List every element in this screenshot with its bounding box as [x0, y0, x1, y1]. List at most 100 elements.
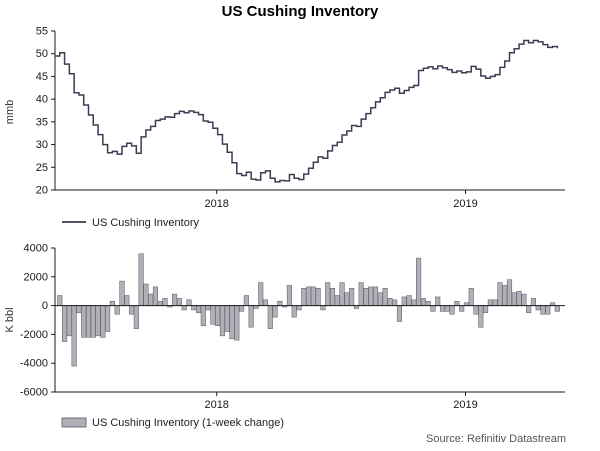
- change-bar: [100, 305, 106, 338]
- change-bar: [301, 288, 307, 306]
- change-bar: [224, 305, 230, 332]
- top-legend: US Cushing Inventory: [62, 217, 199, 229]
- bottom-legend-label: US Cushing Inventory (1-week change): [92, 417, 284, 429]
- y-tick-label: 0: [42, 300, 48, 312]
- change-bar: [81, 305, 87, 338]
- change-bar: [258, 282, 264, 306]
- change-bar: [526, 305, 532, 314]
- change-bar: [85, 305, 92, 338]
- change-bar: [315, 288, 321, 306]
- change-bar: [296, 305, 302, 311]
- y-tick-label: -6000: [20, 387, 48, 399]
- change-bar: [66, 305, 72, 337]
- change-bar: [195, 305, 202, 314]
- change-bar: [277, 301, 283, 306]
- x-tick-label: 2019: [453, 399, 477, 411]
- change-bar: [248, 305, 254, 328]
- y-tick-label: -2000: [20, 329, 48, 341]
- x-tick-label: 2018: [204, 399, 228, 411]
- change-bar: [57, 295, 63, 306]
- change-bar: [344, 292, 350, 306]
- change-bar: [540, 305, 546, 315]
- source-note: Source: Refinitiv Datastream: [426, 433, 566, 445]
- change-bar: [554, 305, 560, 312]
- change-bar: [473, 305, 479, 315]
- change-bar: [148, 293, 154, 306]
- change-bar: [114, 305, 120, 315]
- change-bar: [119, 280, 125, 306]
- change-bar: [444, 305, 450, 312]
- top-legend-label: US Cushing Inventory: [92, 217, 199, 229]
- change-bar: [95, 305, 101, 337]
- change-bar: [172, 293, 178, 306]
- change-bar: [459, 305, 465, 312]
- change-bar: [105, 305, 111, 332]
- y-tick-label: 55: [36, 26, 48, 38]
- change-bar: [396, 305, 402, 322]
- change-bar: [368, 286, 374, 306]
- chart-title: US Cushing Inventory: [222, 3, 379, 20]
- change-bar: [215, 305, 221, 327]
- change-bar: [535, 305, 541, 311]
- change-bar: [435, 296, 441, 306]
- change-bar: [325, 282, 331, 306]
- change-bar-series: [55, 253, 565, 367]
- change-bar: [387, 298, 393, 306]
- y-tick-label: 40: [36, 94, 48, 106]
- change-bar: [425, 301, 431, 306]
- y-tick-label: 30: [36, 139, 48, 151]
- change-bar: [162, 298, 168, 306]
- x-tick-label: 2019: [453, 198, 477, 210]
- change-bar: [138, 253, 144, 306]
- change-bar: [449, 305, 455, 315]
- bottom-legend-bar-swatch: [61, 417, 87, 428]
- change-bar: [334, 295, 340, 306]
- y-tick-label: 25: [36, 162, 48, 174]
- change-bar: [439, 305, 446, 312]
- y-tick-label: 45: [36, 71, 48, 83]
- change-bar: [420, 298, 426, 306]
- change-bar: [497, 282, 503, 306]
- change-bar: [76, 305, 82, 314]
- y-tick-label: 4000: [24, 243, 48, 255]
- top-axes: 20 25 30 35 40 45 50 55 2018 2019: [36, 26, 565, 210]
- change-bar: [545, 305, 551, 315]
- change-bar: [210, 305, 216, 325]
- change-bar: [262, 299, 269, 306]
- change-bar: [382, 288, 388, 306]
- change-bar: [430, 305, 436, 312]
- change-bar: [416, 257, 422, 306]
- change-bar: [200, 305, 206, 327]
- y-tick-label: -4000: [20, 358, 48, 370]
- change-bar: [483, 305, 489, 314]
- change-bar: [176, 298, 182, 306]
- change-bar: [358, 282, 364, 306]
- change-bar: [243, 295, 249, 306]
- change-bar: [133, 305, 139, 329]
- y-tick-label: 20: [36, 185, 48, 197]
- change-bar: [191, 305, 197, 311]
- change-bar: [506, 279, 513, 306]
- change-bar: [62, 305, 68, 342]
- change-bar: [363, 288, 369, 306]
- change-bar: [530, 298, 536, 306]
- change-bar: [71, 305, 77, 367]
- change-bar: [478, 305, 484, 328]
- change-bar: [339, 282, 345, 306]
- change-bar: [487, 299, 493, 306]
- change-bar: [320, 305, 326, 311]
- bottom-y-axis-label: K bbl: [4, 307, 16, 332]
- change-bar: [219, 305, 225, 337]
- bottom-axes: -6000 -4000 -2000 0 2000 4000 2018 2019: [20, 243, 565, 411]
- y-tick-label: 50: [36, 48, 48, 60]
- change-bar: [454, 301, 460, 306]
- change-bar: [129, 305, 135, 315]
- bottom-legend: US Cushing Inventory (1-week change): [61, 417, 284, 429]
- y-tick-label: 2000: [24, 271, 48, 283]
- change-bar: [152, 286, 158, 306]
- change-bar: [124, 295, 130, 306]
- change-bar: [377, 292, 383, 306]
- change-bar: [267, 305, 273, 329]
